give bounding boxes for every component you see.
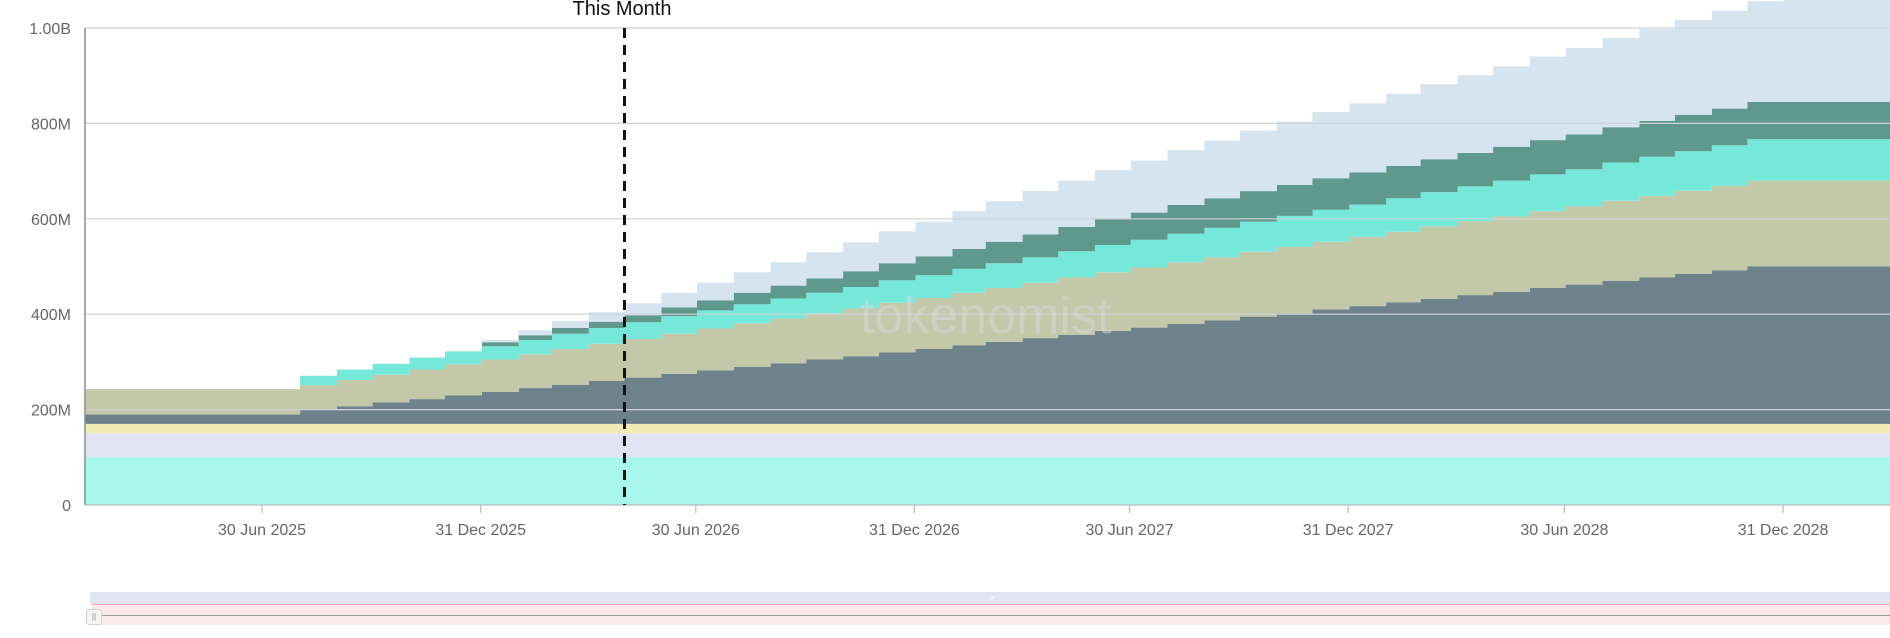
series-area-8[interactable] xyxy=(85,0,1890,390)
watermark: tokenomist xyxy=(860,287,1112,345)
series-layer xyxy=(85,0,1890,505)
x-tick-label: 31 Dec 2028 xyxy=(1738,522,1829,539)
navigator-handle-left[interactable]: || xyxy=(86,609,102,625)
y-tick-label: 800M xyxy=(31,116,71,133)
series-area-2[interactable] xyxy=(85,433,1890,458)
series-area-4[interactable] xyxy=(85,266,1890,424)
x-tick-label: 30 Jun 2025 xyxy=(218,522,306,539)
grip-icon[interactable]: ≡ xyxy=(990,593,995,602)
navigator-window[interactable]: || xyxy=(86,604,1890,625)
grid-layer xyxy=(85,27,1890,411)
y-tick-label: 0 xyxy=(62,498,71,515)
series-area-7[interactable] xyxy=(85,101,1890,390)
vesting-chart: This Month 0 200M 400M 600M 800M 1.00B 30 Jun … xyxy=(29,0,1890,539)
series-area-5[interactable] xyxy=(85,180,1890,415)
axis-layer: 0 200M 400M 600M 800M 1.00B 30 Jun 2025 31 Dec … xyxy=(29,21,1890,539)
series-area-6[interactable] xyxy=(85,139,1890,390)
navigator-scrollbar[interactable]: ≡ xyxy=(90,592,1890,604)
y-tick-label: 600M xyxy=(31,212,71,229)
y-tick-label: 400M xyxy=(31,307,71,324)
series-area-3[interactable] xyxy=(85,423,1890,434)
x-tick-label: 31 Dec 2025 xyxy=(435,522,526,539)
y-tick-label: 200M xyxy=(31,403,71,420)
x-tick-label: 31 Dec 2026 xyxy=(869,522,960,539)
navigator-series-line xyxy=(92,615,1890,616)
series-area-1[interactable] xyxy=(85,457,1890,505)
y-tick-label: 1.00B xyxy=(29,21,71,38)
x-tick-label: 30 Jun 2026 xyxy=(652,522,740,539)
this-month-label: This Month xyxy=(573,0,672,20)
x-tick-label: 30 Jun 2027 xyxy=(1085,522,1173,539)
x-tick-label: 31 Dec 2027 xyxy=(1303,522,1394,539)
x-tick-label: 30 Jun 2028 xyxy=(1520,522,1608,539)
range-navigator[interactable]: ≡ || xyxy=(86,592,1890,632)
